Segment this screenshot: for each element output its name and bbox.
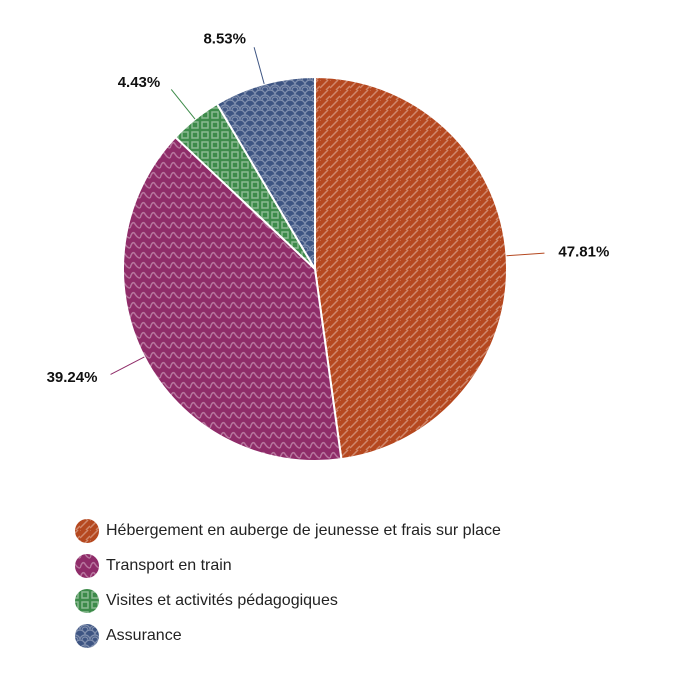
leader-line [110,356,145,375]
legend-swatch [75,519,99,543]
value-label: 47.81% [558,244,609,261]
legend-label: Transport en train [106,557,232,574]
leader-line [170,89,196,120]
pie-slice [314,75,508,461]
value-label: 8.53% [203,30,246,47]
value-label: 39.24% [47,369,98,386]
leader-line [253,47,265,84]
legend-swatch [75,624,99,648]
legend-label: Hébergement en auberge de jeunesse et fr… [106,522,501,539]
leader-line [506,252,545,257]
pie-slice [122,135,343,462]
pie-slice [215,75,316,273]
legend-swatch [75,589,99,613]
legend-label: Assurance [106,627,182,644]
legend-label: Visites et activités pédagogiques [106,592,338,609]
value-label: 4.43% [118,74,161,91]
legend-swatch [75,554,99,578]
